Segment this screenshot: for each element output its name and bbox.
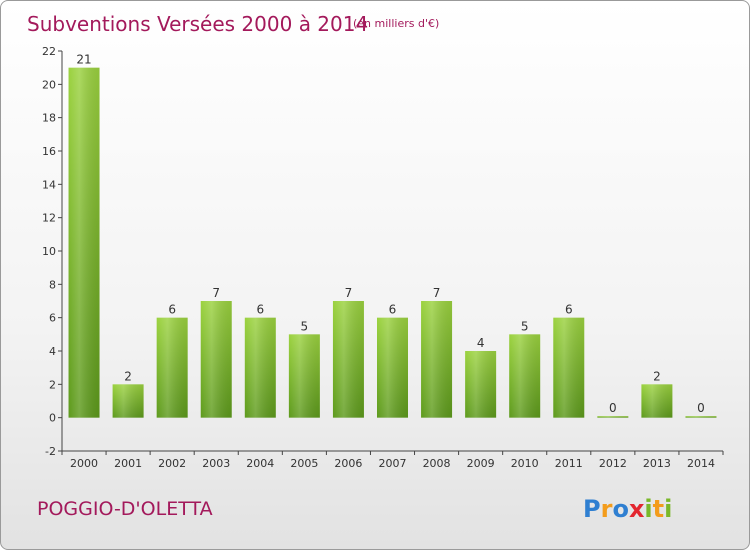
logo-letter: x: [629, 495, 645, 523]
data-label: 6: [168, 303, 176, 317]
bar-highlight: [553, 317, 585, 418]
data-label: 6: [565, 303, 573, 317]
y-tick-label: 16: [42, 145, 56, 158]
bar-highlight: [68, 67, 100, 418]
x-tick-label: 2001: [114, 457, 142, 470]
data-label: 6: [389, 303, 397, 317]
x-tick-label: 2010: [511, 457, 539, 470]
data-label: 5: [301, 319, 309, 333]
logo-letter: P: [583, 495, 601, 523]
data-label: 5: [521, 319, 529, 333]
data-label: 2: [124, 369, 132, 383]
place-name: POGGIO-D'OLETTA: [37, 498, 213, 520]
y-tick-label: 10: [42, 245, 56, 258]
data-labels: 21 2 6 7 6 5 7 6 7 4 5 6 0 2 0: [76, 53, 705, 415]
logo-text: Proxiti: [583, 495, 672, 523]
data-label: 0: [697, 401, 705, 415]
bar-highlight: [641, 384, 673, 418]
x-tick-label: 2004: [246, 457, 274, 470]
x-tick-label: 2013: [643, 457, 671, 470]
x-tick-label: 2007: [379, 457, 407, 470]
x-tick-label: 2014: [687, 457, 715, 470]
x-tick-label: 2000: [70, 457, 98, 470]
y-tick-label: 8: [49, 278, 56, 291]
y-tick-label: -2: [45, 445, 56, 458]
logo-letter: i: [664, 495, 672, 523]
bar-highlight: [421, 301, 453, 418]
y-tick-label: 22: [42, 45, 56, 58]
bar-highlight: [112, 384, 144, 418]
data-label: 6: [256, 303, 264, 317]
chart-subtitle: (en milliers d'€): [353, 17, 439, 30]
x-tick-label: 2002: [158, 457, 186, 470]
proxiti-logo: Proxiti: [583, 495, 672, 523]
logo-letter: r: [601, 495, 613, 523]
x-tick-label: 2003: [202, 457, 230, 470]
data-label: 7: [433, 286, 441, 300]
y-tick-label: 18: [42, 112, 56, 125]
logo-letter: o: [612, 495, 629, 523]
data-label: 7: [345, 286, 353, 300]
x-tick-label: 2012: [599, 457, 627, 470]
y-tick-label: 14: [42, 178, 56, 191]
bar-highlight: [509, 334, 541, 418]
y-tick-label: 12: [42, 212, 56, 225]
bars: [68, 67, 717, 418]
chart-title: Subventions Versées 2000 à 2014: [27, 12, 368, 36]
bar-highlight: [597, 416, 629, 418]
y-axis: -2 0 2 4 6 8 10 12 14 16 18 20 22: [42, 45, 63, 458]
bar-highlight: [288, 334, 320, 418]
x-tick-label: 2011: [555, 457, 583, 470]
y-tick-label: 0: [49, 412, 56, 425]
logo-letter: t: [653, 495, 664, 523]
data-label: 2: [653, 369, 661, 383]
data-label: 4: [477, 336, 485, 350]
y-tick-label: 4: [49, 345, 56, 358]
data-label: 0: [609, 401, 617, 415]
y-tick-label: 6: [49, 312, 56, 325]
bar-highlight: [332, 301, 364, 418]
x-tick-label: 2005: [290, 457, 318, 470]
data-label: 21: [76, 53, 91, 67]
logo-letter: i: [644, 495, 652, 523]
y-tick-label: 2: [49, 378, 56, 391]
x-axis: 2000 2001 2002 2003 2004 2005 2006 2007 2008 2009…: [61, 450, 724, 470]
y-tick-label: 20: [42, 78, 56, 91]
x-tick-label: 2008: [423, 457, 451, 470]
x-tick-label: 2006: [334, 457, 362, 470]
data-label: 7: [212, 286, 220, 300]
bar-highlight: [156, 317, 188, 418]
x-tick-label: 2009: [467, 457, 495, 470]
bar-highlight: [465, 351, 497, 418]
bar-highlight: [377, 317, 408, 418]
bar-highlight: [200, 301, 232, 418]
bar-highlight: [685, 416, 717, 418]
bar-highlight: [244, 317, 276, 418]
